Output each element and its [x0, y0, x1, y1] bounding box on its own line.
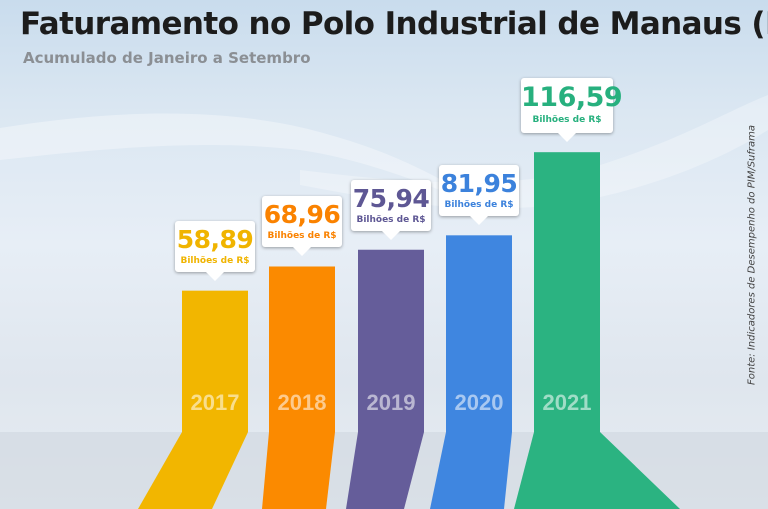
bar-floor-2019: [346, 432, 424, 509]
bar-floor-2017: [138, 432, 248, 509]
x-tick-label: 2020: [455, 390, 504, 415]
value-label: 75,94: [352, 183, 430, 213]
unit-label: Bilhões de R$: [532, 115, 602, 126]
bar-2017: [182, 290, 248, 432]
x-tick-label: 2018: [278, 390, 327, 415]
bar-floor-2018: [262, 432, 335, 509]
data-label-2018: 68,96 Bilhões de R$: [262, 196, 342, 257]
value-label: 116,59: [521, 82, 623, 114]
bar-2019: [358, 249, 424, 432]
value-label: 68,96: [263, 200, 341, 230]
unit-label: Bilhões de R$: [356, 214, 426, 225]
unit-label: Bilhões de R$: [444, 200, 514, 211]
data-label-2017: 58,89 Bilhões de R$: [175, 220, 255, 281]
unit-label: Bilhões de R$: [180, 255, 250, 266]
bar-floor-2020: [430, 432, 512, 509]
bar-2021: [534, 152, 600, 432]
value-label: 58,89: [176, 224, 254, 254]
x-tick-label: 2021: [543, 390, 592, 415]
x-tick-label: 2017: [191, 390, 240, 415]
unit-label: Bilhões de R$: [267, 231, 337, 242]
bar-floor-2021: [514, 432, 680, 509]
data-label-2021: 116,59 Bilhões de R$: [521, 78, 623, 143]
bar-2020: [446, 235, 512, 432]
chart-title: Faturamento no Polo Industrial de Manaus…: [20, 6, 768, 42]
chart-subtitle: Acumulado de Janeiro a Setembro: [23, 49, 311, 67]
bar-2018: [269, 266, 335, 432]
value-label: 81,95: [440, 169, 518, 199]
bars-layer: 2017 2018 2019 2020 2021: [138, 152, 680, 509]
x-tick-label: 2019: [367, 390, 416, 415]
source-note: Fonte: Indicadores de Desempenho do PIM/…: [746, 124, 758, 386]
data-label-2020: 81,95 Bilhões de R$: [439, 165, 519, 226]
data-label-2019: 75,94 Bilhões de R$: [351, 179, 431, 240]
